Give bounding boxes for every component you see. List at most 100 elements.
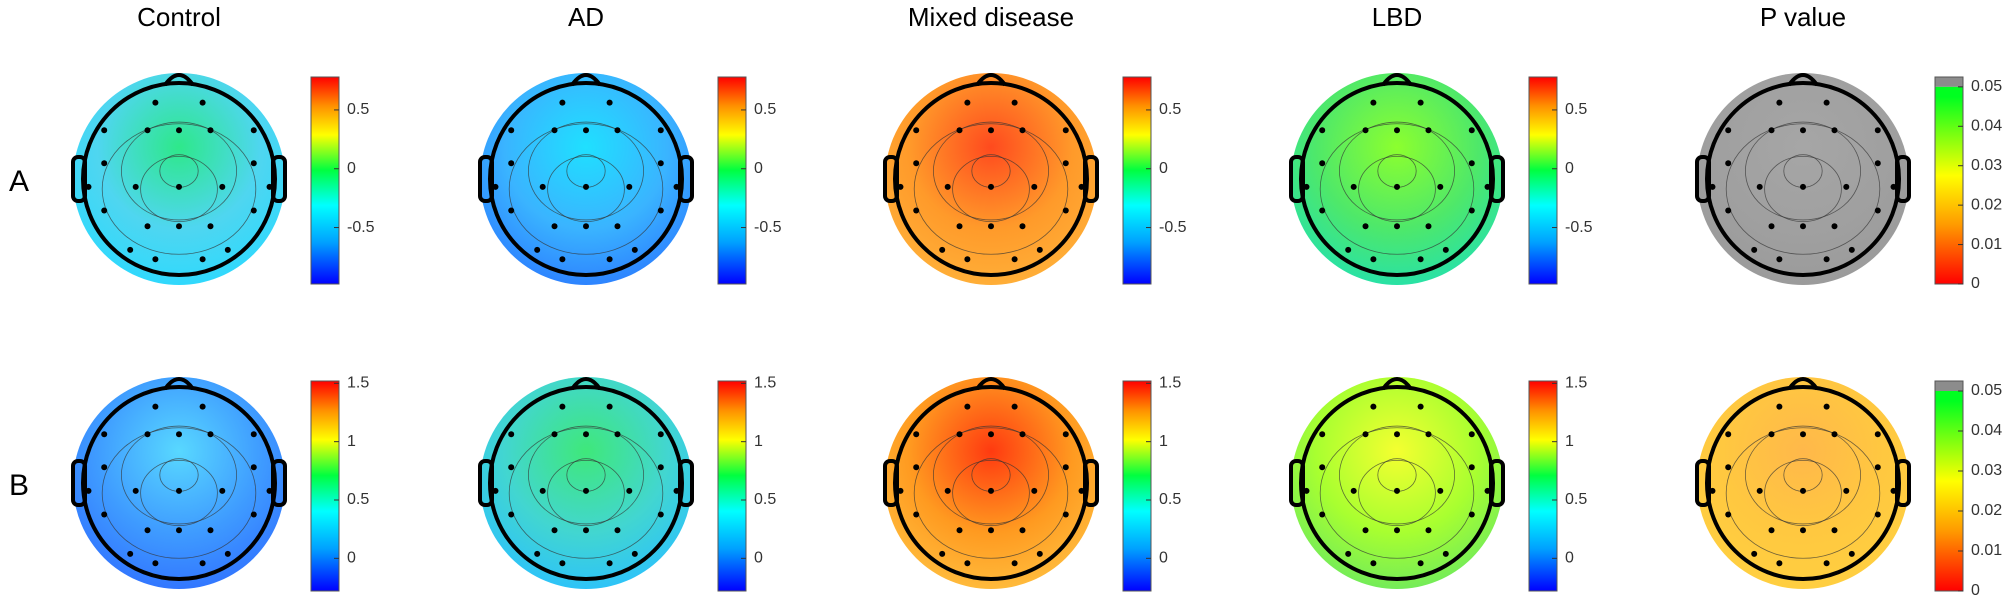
contour-line bbox=[1764, 155, 1842, 223]
electrode bbox=[1831, 527, 1838, 534]
electrode bbox=[101, 207, 108, 214]
electrode bbox=[207, 431, 214, 438]
nose bbox=[1787, 73, 1819, 87]
contour-line bbox=[101, 123, 257, 255]
electrode bbox=[913, 464, 920, 471]
electrode bbox=[508, 207, 515, 214]
colorbar-tick-label: 1 bbox=[1159, 433, 1168, 450]
electrode bbox=[224, 550, 231, 557]
electrode bbox=[207, 527, 214, 534]
electrode bbox=[1843, 487, 1850, 494]
colorbar-tick-label: -0.5 bbox=[1565, 219, 1593, 236]
colorbar-tick-label: 1.5 bbox=[1159, 375, 1181, 392]
electrode bbox=[152, 403, 159, 410]
colorbar-tick-label: 0 bbox=[347, 160, 356, 177]
colorbar-tick-label: 0.5 bbox=[1565, 101, 1587, 118]
electrode bbox=[1394, 527, 1400, 534]
scalp-map bbox=[885, 73, 1097, 285]
electrode bbox=[1874, 464, 1881, 471]
electrode bbox=[1319, 207, 1326, 214]
electrode bbox=[144, 127, 151, 134]
ear bbox=[271, 155, 287, 203]
nose bbox=[1381, 377, 1413, 391]
electrode bbox=[152, 99, 159, 106]
colorbar-frame bbox=[1122, 380, 1152, 592]
colorbar bbox=[311, 77, 339, 284]
electrode bbox=[1848, 550, 1855, 557]
electrode bbox=[1776, 560, 1783, 567]
ear bbox=[1289, 155, 1305, 203]
electrode bbox=[85, 487, 92, 494]
electrode bbox=[199, 99, 206, 106]
electrode bbox=[1019, 223, 1026, 230]
electrode bbox=[1319, 127, 1326, 134]
electrode bbox=[606, 256, 613, 263]
electrode bbox=[1062, 431, 1069, 438]
electrode bbox=[508, 127, 515, 134]
row-label: B bbox=[9, 469, 29, 502]
colorbar bbox=[1529, 381, 1557, 591]
colorbar-frame bbox=[310, 380, 340, 592]
colorbar-tick-label: 0 bbox=[347, 550, 356, 567]
colorbar bbox=[1935, 391, 1963, 591]
ear bbox=[1489, 155, 1505, 203]
electrode bbox=[583, 527, 589, 534]
electrode bbox=[583, 487, 589, 494]
colorbar bbox=[311, 381, 339, 591]
electrode bbox=[266, 183, 273, 190]
electrode bbox=[1709, 183, 1716, 190]
electrode bbox=[508, 464, 515, 471]
colorbar-tick-label: 0.05 bbox=[1971, 382, 2002, 399]
contour-line bbox=[1319, 427, 1475, 559]
electrode bbox=[1823, 560, 1830, 567]
contour-line bbox=[913, 123, 1069, 255]
electrode bbox=[988, 527, 994, 534]
electrode bbox=[1709, 487, 1716, 494]
electrode bbox=[1350, 183, 1357, 190]
electrode bbox=[492, 487, 499, 494]
electrode bbox=[1776, 256, 1783, 263]
colorbar-tick-label: 0.04 bbox=[1971, 118, 2002, 135]
ear bbox=[1489, 459, 1505, 507]
electrode bbox=[1725, 160, 1732, 167]
electrode bbox=[1362, 431, 1369, 438]
colorbar-tick-label: 0 bbox=[754, 160, 763, 177]
electrode bbox=[1823, 403, 1830, 410]
electrode bbox=[1319, 160, 1326, 167]
electrode bbox=[583, 223, 589, 230]
electrode bbox=[1036, 550, 1043, 557]
electrode bbox=[1776, 403, 1783, 410]
colorbar-tick-label: 0.03 bbox=[1971, 462, 2002, 479]
electrode bbox=[199, 256, 206, 263]
electrode bbox=[1394, 431, 1400, 438]
electrode bbox=[1062, 511, 1069, 518]
electrode bbox=[956, 223, 963, 230]
electrode bbox=[559, 403, 566, 410]
electrode bbox=[1011, 99, 1018, 106]
contour-line bbox=[140, 459, 218, 527]
contour-line bbox=[101, 427, 257, 559]
colorbar-tick-label: -0.5 bbox=[754, 219, 782, 236]
electrode bbox=[176, 223, 182, 230]
electrode bbox=[1370, 560, 1377, 567]
electrode bbox=[1362, 223, 1369, 230]
contour-line bbox=[1725, 123, 1881, 255]
ear bbox=[478, 155, 494, 203]
electrode bbox=[657, 127, 664, 134]
electrode bbox=[583, 431, 589, 438]
electrode bbox=[988, 223, 994, 230]
electrode bbox=[1362, 127, 1369, 134]
ear bbox=[1083, 155, 1099, 203]
electrode bbox=[1011, 403, 1018, 410]
scalp-map bbox=[885, 377, 1097, 589]
electrode bbox=[219, 487, 226, 494]
electrode bbox=[534, 550, 541, 557]
electrode bbox=[657, 207, 664, 214]
colorbar-cap bbox=[1935, 77, 1963, 87]
electrode bbox=[1425, 223, 1432, 230]
electrode bbox=[539, 183, 546, 190]
electrode bbox=[988, 183, 994, 190]
electrode bbox=[1874, 511, 1881, 518]
electrode bbox=[551, 431, 558, 438]
electrode bbox=[199, 560, 206, 567]
